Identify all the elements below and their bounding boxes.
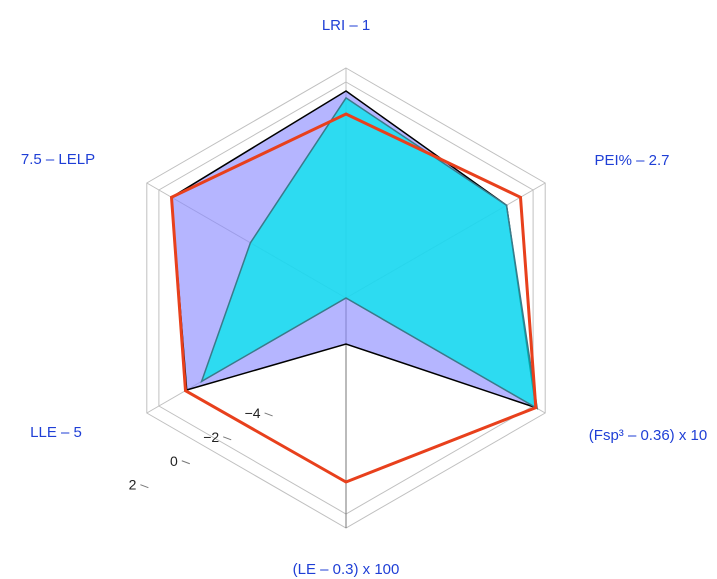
series-layer: [169, 90, 539, 484]
tick-mark-3: [140, 484, 149, 489]
tick-label-1: −2: [203, 429, 219, 445]
tick-label-2: 0: [170, 453, 178, 469]
tick-mark-1: [223, 436, 232, 441]
axis-label-1: PEI% – 2.7: [594, 152, 669, 169]
tick-label-0: −4: [245, 405, 261, 421]
tick-mark-0: [264, 412, 273, 417]
radial-tick-labels: −4 −2 0 2: [129, 405, 273, 493]
axis-label-4: LLE – 5: [30, 424, 82, 441]
axis-label-0: LRI – 1: [322, 17, 370, 34]
axis-labels: LRI – 1 PEI% – 2.7 (Fsp³ – 0.36) x 10 (LE –…: [21, 17, 707, 578]
series-3-polygon: [169, 112, 538, 484]
tick-label-3: 2: [129, 477, 137, 493]
tick-mark-2: [181, 460, 190, 465]
axis-label-5: 7.5 – LELP: [21, 151, 95, 168]
series-2-polygon: [200, 96, 539, 410]
axis-label-3: (LE – 0.3) x 100: [293, 561, 400, 578]
axis-label-2: (Fsp³ – 0.36) x 10: [589, 427, 707, 444]
